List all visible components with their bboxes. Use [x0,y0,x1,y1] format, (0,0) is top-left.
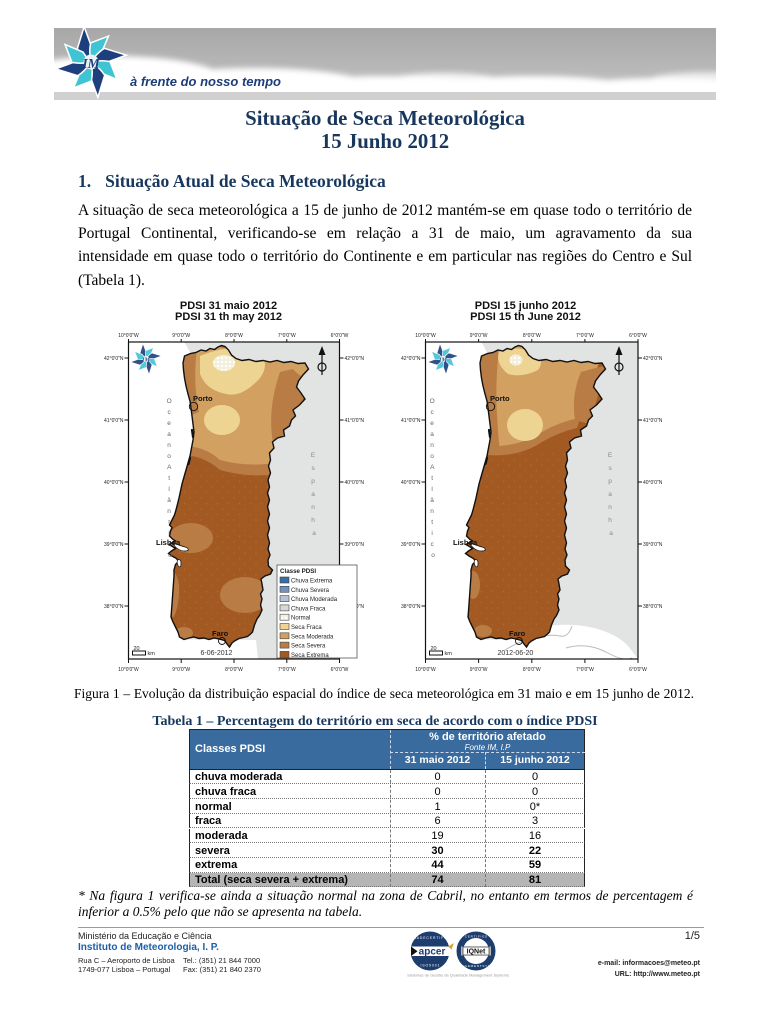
svg-text:km: km [445,651,453,657]
svg-text:40°0'0"N: 40°0'0"N [104,480,124,486]
svg-text:IM: IM [438,358,447,364]
svg-text:39°0'0"N: 39°0'0"N [345,542,365,548]
svg-text:41°0'0"N: 41°0'0"N [643,418,662,424]
svg-text:C E R T I F I E D: C E R T I F I E D [465,935,488,939]
svg-text:9°0'0"W: 9°0'0"W [470,333,488,339]
svg-text:7°0'0"W: 7°0'0"W [278,333,296,339]
svg-text:6°0'0"W: 6°0'0"W [629,667,647,673]
svg-text:Seca Severa: Seca Severa [291,644,326,650]
svg-text:Faro: Faro [509,629,526,638]
svg-text:41°0'0"N: 41°0'0"N [104,418,124,424]
svg-text:E N T I D A D E C E R T I F I: E N T I D A D E C E R T I F I C A D A [402,936,458,940]
svg-text:38°0'0"N: 38°0'0"N [643,604,662,610]
svg-text:41°0'0"N: 41°0'0"N [345,418,365,424]
svg-text:E s p a n h a: E s p a n h a [608,452,614,537]
svg-text:6°0'0"W: 6°0'0"W [331,667,349,673]
svg-text:Chuva Fraca: Chuva Fraca [291,606,326,612]
svg-text:Faro: Faro [212,629,229,638]
svg-text:I S O 9 0 0 1: I S O 9 0 0 1 [420,964,439,968]
svg-text:10°0'0"W: 10°0'0"W [415,667,436,673]
svg-text:20: 20 [134,646,140,652]
svg-text:6-06-2012: 6-06-2012 [201,650,233,657]
svg-text:Sistemas de Gestão da Qualidad: Sistemas de Gestão da Qualidade Manageme… [407,973,509,978]
svg-text:39°0'0"N: 39°0'0"N [643,542,662,548]
svg-text:Seca Extrema: Seca Extrema [291,653,329,659]
svg-text:km: km [148,651,156,657]
svg-text:38°0'0"N: 38°0'0"N [104,604,124,610]
svg-text:9°0'0"W: 9°0'0"W [470,667,488,673]
svg-text:7°0'0"W: 7°0'0"W [576,333,594,339]
svg-text:7°0'0"W: 7°0'0"W [278,667,296,673]
svg-text:Chuva Moderada: Chuva Moderada [291,597,338,603]
svg-text:2012-06-20: 2012-06-20 [498,650,534,657]
svg-text:Porto: Porto [193,394,213,403]
svg-text:Chuva Severa: Chuva Severa [291,588,330,594]
svg-text:10°0'0"W: 10°0'0"W [118,667,139,673]
svg-text:à frente do nosso tempo: à frente do nosso tempo [130,74,281,89]
svg-text:42°0'0"N: 42°0'0"N [345,356,365,362]
svg-text:39°0'0"N: 39°0'0"N [401,542,421,548]
svg-text:IQNet: IQNet [467,949,486,956]
svg-text:O c e a n o A t l â n t i c: O c e a n o A t l â n t i c o [430,398,437,559]
svg-text:apcer: apcer [419,947,446,958]
svg-text:10°0'0"W: 10°0'0"W [415,333,436,339]
svg-text:IM: IM [141,358,150,364]
svg-text:10°0'0"W: 10°0'0"W [118,333,139,339]
svg-text:Porto: Porto [490,394,510,403]
svg-text:20: 20 [431,646,437,652]
svg-text:6°0'0"W: 6°0'0"W [629,333,647,339]
svg-text:Seca Fraca: Seca Fraca [291,625,322,631]
svg-text:40°0'0"N: 40°0'0"N [643,480,662,486]
svg-text:9°0'0"W: 9°0'0"W [172,667,190,673]
svg-text:Lisboa: Lisboa [453,538,478,547]
svg-text:42°0'0"N: 42°0'0"N [104,356,124,362]
svg-text:M A N A G E M E N T S Y S T: M A N A G E M E N T S Y S T E M [453,964,499,968]
svg-text:E s p a n h a: E s p a n h a [311,452,317,537]
svg-text:6°0'0"W: 6°0'0"W [331,333,349,339]
svg-text:Lisboa: Lisboa [156,538,181,547]
svg-text:42°0'0"N: 42°0'0"N [401,356,421,362]
svg-text:Normal: Normal [291,616,310,622]
svg-text:8°0'0"W: 8°0'0"W [523,333,541,339]
svg-text:40°0'0"N: 40°0'0"N [401,480,421,486]
svg-text:40°0'0"N: 40°0'0"N [345,480,365,486]
svg-text:38°0'0"N: 38°0'0"N [401,604,421,610]
svg-text:Seca Moderada: Seca Moderada [291,634,334,640]
svg-text:7°0'0"W: 7°0'0"W [576,667,594,673]
svg-text:Chuva Extrema: Chuva Extrema [291,579,333,585]
svg-text:9°0'0"W: 9°0'0"W [172,333,190,339]
svg-text:42°0'0"N: 42°0'0"N [643,356,662,362]
svg-text:8°0'0"W: 8°0'0"W [225,667,243,673]
svg-text:8°0'0"W: 8°0'0"W [225,333,243,339]
svg-text:Classe PDSI: Classe PDSI [280,568,316,575]
svg-text:O c e a n o A t l â n t i c: O c e a n o A t l â n t i c o [167,398,174,559]
svg-text:39°0'0"N: 39°0'0"N [104,542,124,548]
svg-text:IM: IM [81,56,100,71]
svg-text:41°0'0"N: 41°0'0"N [401,418,421,424]
svg-text:8°0'0"W: 8°0'0"W [523,667,541,673]
